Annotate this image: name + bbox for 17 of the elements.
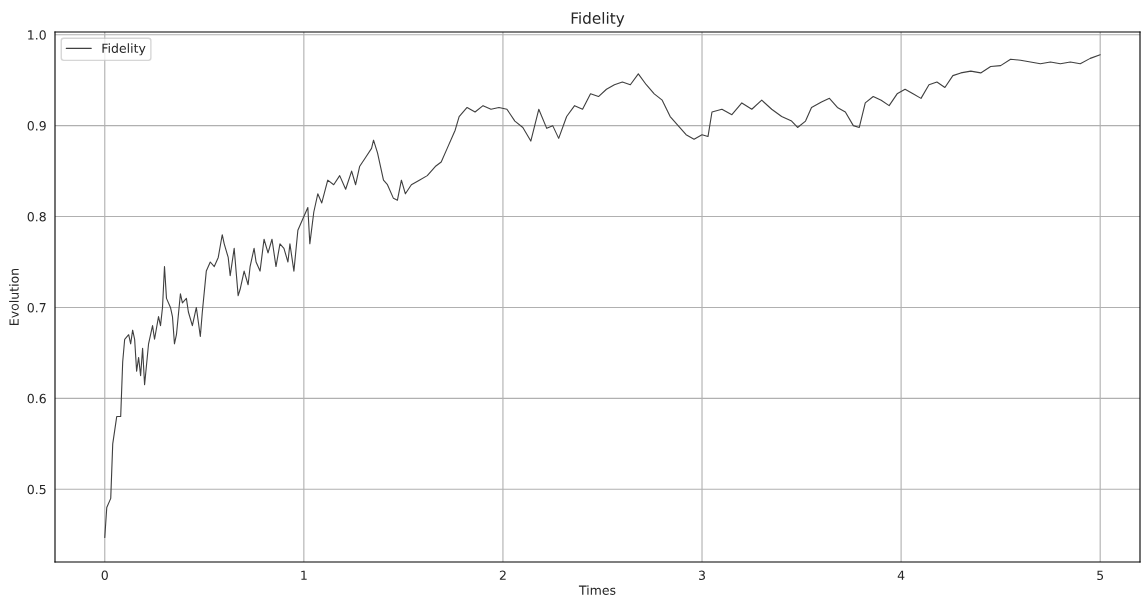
y-tick-label: 0.8 — [27, 212, 46, 222]
x-tick-label: 0 — [101, 570, 108, 581]
y-tick-label: 0.7 — [27, 302, 46, 313]
x-tick-label: 3 — [698, 570, 705, 581]
y-axis-title: Evolution — [9, 268, 19, 325]
y-tick-label: 0.5 — [27, 484, 46, 495]
y-tick-label: 0.6 — [27, 393, 46, 404]
x-tick-label: 5 — [1097, 570, 1104, 581]
x-axis-title: Times — [578, 585, 616, 595]
y-tick-label: 1.0 — [28, 30, 46, 40]
chart-title: Fidelity — [571, 12, 625, 27]
y-tick-label: 0.9 — [27, 121, 46, 131]
line-series — [104, 54, 1101, 539]
x-tick-label: 4 — [897, 570, 905, 580]
legend-label: Fidelity — [102, 43, 146, 56]
x-tick-label: 1 — [301, 570, 307, 580]
x-tick-label: 2 — [499, 570, 506, 580]
